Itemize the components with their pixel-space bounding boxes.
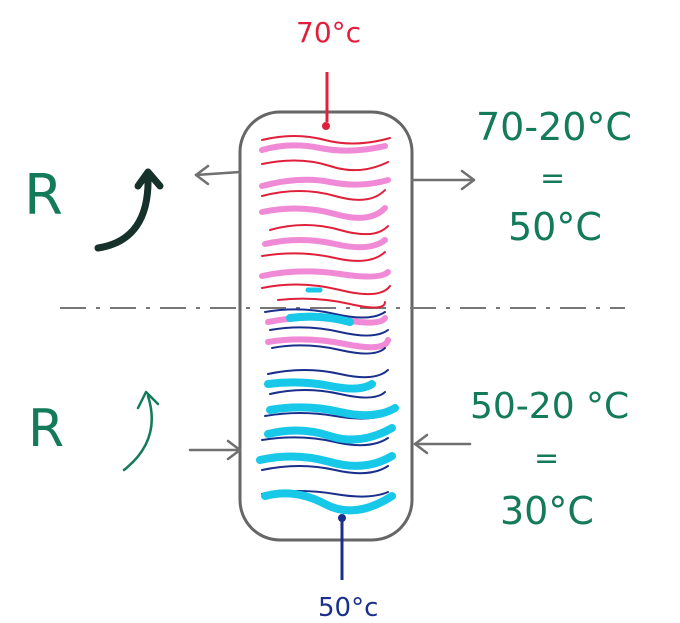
tank [238,110,414,542]
upper-left-outlet-arrow [194,170,242,177]
upper-rotation-arrow [94,168,164,252]
pink-wave-lines [259,142,391,351]
bottom-outlet-dot [338,514,346,522]
upper-right-calc-result: 50°C [508,205,602,249]
arrows [188,164,476,461]
lower-left-r-label: R [28,399,64,459]
lower-rotation-arrow [122,390,160,472]
top-inlet-dot [322,122,330,130]
lower-right-calc-line1: 50-20 °C [470,386,629,427]
bottom-temperature-label: 50°c [318,593,378,623]
top-temperature-label: 70°c [296,16,361,49]
red-wave-lines [261,135,391,309]
upper-left-r-label: R [24,163,63,228]
lower-right-calc-result: 30°C [500,489,594,533]
upper-right-calc-equals: = [540,161,565,196]
upper-right-calc-line1: 70-20°C [476,105,632,149]
cyan-wave-lines [256,312,399,515]
lower-right-calc-equals: = [534,441,559,476]
